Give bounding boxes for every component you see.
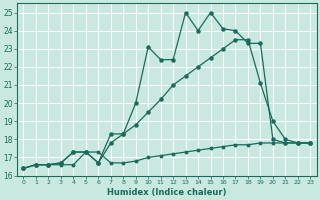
X-axis label: Humidex (Indice chaleur): Humidex (Indice chaleur)	[107, 188, 227, 197]
